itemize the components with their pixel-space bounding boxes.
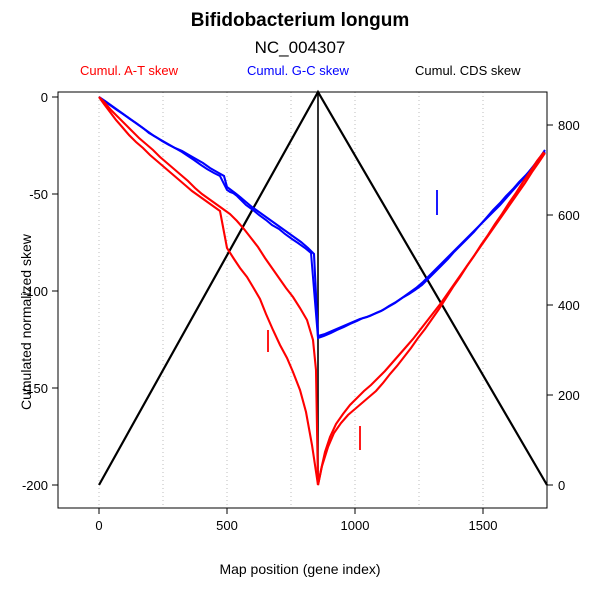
page-title: Bifidobacterium longum: [190, 10, 410, 31]
legend-item-cds-skew: Cumul. CDS skew: [415, 63, 521, 78]
y-tick-right-0: 0: [558, 478, 566, 493]
x-tick-0: 0: [95, 518, 103, 533]
series-at-skew-detail: [98, 96, 545, 486]
legend-item-gc-skew: Cumul. G-C skew: [247, 63, 349, 78]
series-gc-skew: [98, 96, 546, 340]
legend-item-at-skew: Cumul. A-T skew: [80, 63, 179, 78]
page-subtitle: NC_004307: [254, 38, 346, 57]
plot-frame: [57, 91, 548, 509]
y-tick-right-400: 400: [558, 298, 580, 313]
x-axis-label: Map position (gene index): [219, 561, 381, 577]
x-tick-500: 500: [216, 518, 238, 533]
y-tick-left-m100: -100: [21, 284, 48, 299]
series-gc-skew-detail: [98, 96, 546, 338]
y-tick-left-m150: -150: [21, 381, 48, 396]
y-tick-right-800: 800: [558, 118, 580, 133]
series-cds-skew: [98, 89, 548, 486]
y-axis-left-ticks: [52, 96, 58, 486]
y-axis-right-ticks: [547, 124, 553, 486]
x-tick-1000: 1000: [340, 518, 370, 533]
y-tick-left-0: 0: [40, 90, 48, 105]
gridlines-vertical: [98, 92, 548, 508]
y-tick-left-m50: -50: [29, 187, 48, 202]
series-at-skew: [98, 96, 546, 486]
x-tick-1500: 1500: [468, 518, 498, 533]
y-tick-right-200: 200: [558, 388, 580, 403]
y-tick-left-m200: -200: [21, 478, 48, 493]
x-axis-ticks: [98, 508, 484, 514]
y-tick-right-600: 600: [558, 208, 580, 223]
